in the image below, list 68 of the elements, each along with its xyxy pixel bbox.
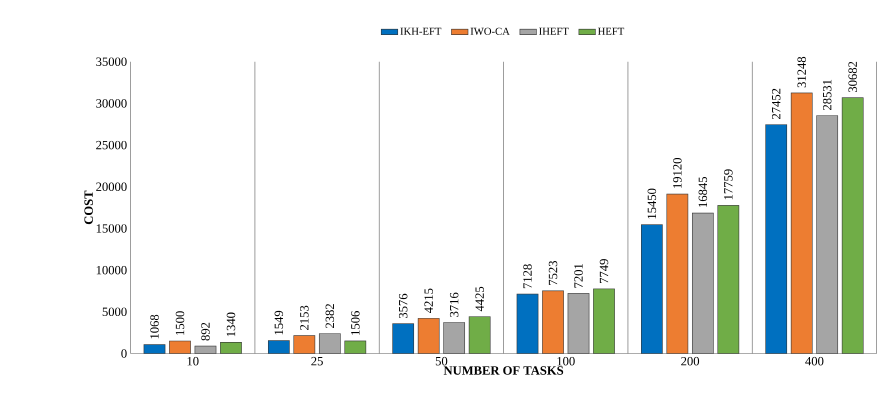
data-label: 7749 xyxy=(600,259,608,284)
bar xyxy=(468,316,491,354)
bar xyxy=(220,342,242,354)
data-label: 892 xyxy=(201,322,210,341)
x-tick-label: 10 xyxy=(188,357,199,366)
bar xyxy=(641,224,663,354)
data-label: 4215 xyxy=(424,288,433,314)
y-tick-label: 30000 xyxy=(96,99,127,108)
bar xyxy=(692,212,714,354)
bar xyxy=(765,124,788,354)
y-tick-label: 20000 xyxy=(96,182,127,192)
bar xyxy=(169,340,191,354)
data-label: 15450 xyxy=(648,188,656,219)
bar xyxy=(318,334,341,354)
y-tick-label: 35000 xyxy=(96,58,127,66)
data-label: 19120 xyxy=(673,158,682,188)
data-label: 2153 xyxy=(300,306,309,330)
bar xyxy=(717,205,740,354)
bar xyxy=(344,340,366,354)
bar xyxy=(392,324,414,354)
legend-label: IKH-EFT xyxy=(400,28,442,35)
y-tick-label: 15000 xyxy=(96,224,127,233)
data-label: 1506 xyxy=(351,311,360,335)
x-tick-label: 100 xyxy=(557,357,575,366)
bar xyxy=(790,92,813,354)
x-tick-label: 200 xyxy=(681,357,700,366)
data-label: 7128 xyxy=(523,264,532,288)
data-label: 1500 xyxy=(176,311,184,335)
bar xyxy=(568,293,590,354)
bar xyxy=(418,318,440,354)
legend-label: HEFT xyxy=(598,28,624,35)
x-tick-label: 25 xyxy=(311,357,323,366)
data-label: 31248 xyxy=(797,57,806,88)
y-tick-label: 10000 xyxy=(96,266,127,275)
data-label: 16845 xyxy=(698,177,708,208)
data-label: 27452 xyxy=(772,88,780,120)
data-label: 1549 xyxy=(274,311,284,335)
data-label: 1340 xyxy=(226,312,236,336)
bar xyxy=(593,288,615,354)
data-label: 3716 xyxy=(450,292,458,318)
data-label: 3576 xyxy=(398,294,408,318)
y-axis-title: COST xyxy=(84,190,93,224)
data-label: 17759 xyxy=(724,170,733,200)
bar xyxy=(268,340,290,354)
bar xyxy=(842,98,864,354)
x-tick-label: 400 xyxy=(805,357,824,366)
data-label: 28531 xyxy=(822,80,832,110)
data-label: 2382 xyxy=(326,304,334,328)
bar xyxy=(666,194,688,354)
data-label: 30682 xyxy=(848,62,857,92)
y-tick-label: 25000 xyxy=(96,140,127,150)
bar xyxy=(816,115,838,354)
bar xyxy=(144,344,166,354)
bar xyxy=(542,290,564,354)
data-label: 4425 xyxy=(475,287,484,312)
bar xyxy=(293,335,316,354)
data-label: 1068 xyxy=(150,314,159,339)
x-axis-title: NUMBER OF TASKS xyxy=(444,366,564,375)
data-label: 7201 xyxy=(574,264,583,288)
bar xyxy=(194,346,216,354)
x-tick-label: 50 xyxy=(436,357,448,366)
y-tick-label: 5000 xyxy=(102,308,127,316)
bar xyxy=(516,294,538,354)
legend-label: IHEFT xyxy=(539,28,569,35)
bar xyxy=(443,322,466,354)
data-label: 7523 xyxy=(548,261,558,286)
y-tick-label: 0 xyxy=(121,349,127,358)
legend-label: IWO-CA xyxy=(470,28,510,36)
